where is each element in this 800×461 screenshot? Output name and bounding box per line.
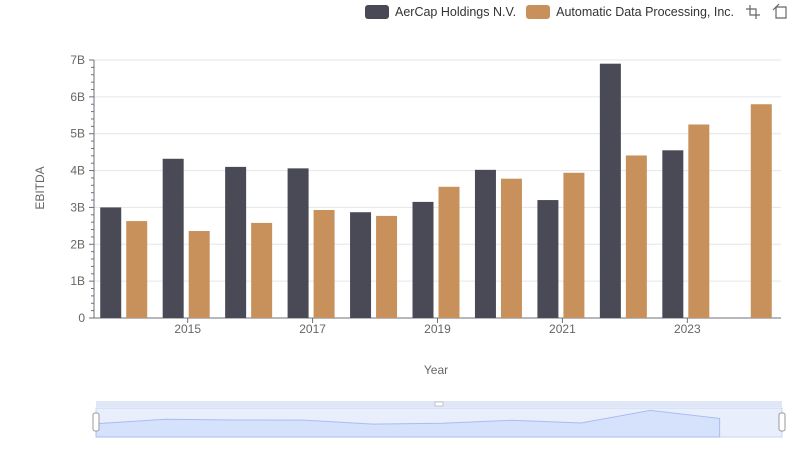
x-tick-label: 2017 xyxy=(299,322,326,336)
y-tick-label: 1B xyxy=(70,274,85,288)
bar-adp-2014 xyxy=(126,221,148,318)
x-tick-label: 2023 xyxy=(674,322,701,336)
bar-aercap-2019 xyxy=(412,201,434,318)
bar-aercap-2022 xyxy=(599,63,621,318)
bar-adp-2020 xyxy=(500,178,522,318)
bar-aercap-2017 xyxy=(287,168,309,318)
y-tick-label: 2B xyxy=(70,237,85,251)
slider-drag-grip xyxy=(434,401,444,407)
legend-label-adp: Automatic Data Processing, Inc. xyxy=(556,5,734,19)
zoom-select-icon[interactable] xyxy=(744,3,762,21)
legend-item-adp[interactable]: Automatic Data Processing, Inc. xyxy=(526,5,734,19)
bar-aercap-2015 xyxy=(162,158,184,318)
legend-item-aercap[interactable]: AerCap Holdings N.V. xyxy=(365,5,516,19)
legend: AerCap Holdings N.V. Automatic Data Proc… xyxy=(365,3,790,21)
data-zoom-slider[interactable] xyxy=(92,401,786,438)
y-tick-label: 5B xyxy=(70,127,85,141)
slider-handle-left xyxy=(92,412,100,432)
x-axis: 2015 2017 2019 2021 2023 xyxy=(94,317,781,336)
bar-adp-2023 xyxy=(688,124,710,318)
legend-swatch-aercap xyxy=(365,5,389,19)
bar-adp-2015 xyxy=(188,231,210,318)
x-axis-label: Year xyxy=(424,363,448,377)
y-tick-label: 4B xyxy=(70,164,85,178)
bar-adp-2018 xyxy=(376,215,398,318)
restore-icon[interactable] xyxy=(772,3,790,21)
slider-handle-right xyxy=(778,412,786,432)
slider-preview-area xyxy=(95,409,721,438)
bar-adp-2024 xyxy=(750,104,772,318)
bar-aercap-2023 xyxy=(662,150,684,318)
bar-aercap-2014 xyxy=(100,207,122,318)
x-tick-label: 2021 xyxy=(549,322,576,336)
bars xyxy=(100,63,772,318)
y-tick-label: 7B xyxy=(70,53,85,67)
bar-adp-2016 xyxy=(251,222,273,318)
x-tick-label: 2019 xyxy=(424,322,451,336)
bar-aercap-2021 xyxy=(537,200,559,318)
x-tick-label: 2015 xyxy=(174,322,201,336)
legend-swatch-adp xyxy=(526,5,551,19)
bar-adp-2019 xyxy=(438,186,460,318)
bar-aercap-2020 xyxy=(474,169,496,318)
bar-adp-2022 xyxy=(625,155,647,318)
y-tick-label: 3B xyxy=(70,200,85,214)
bar-aercap-2016 xyxy=(225,166,247,318)
y-axis: 0 1B 2B 3B 4B 5B 6B 7B xyxy=(70,53,95,325)
y-tick-label: 0 xyxy=(78,311,85,325)
bar-adp-2021 xyxy=(563,172,585,318)
legend-label-aercap: AerCap Holdings N.V. xyxy=(395,5,517,19)
bar-adp-2017 xyxy=(313,210,335,318)
y-axis-label: EBITDA xyxy=(33,166,47,209)
y-tick-label: 6B xyxy=(70,90,85,104)
bar-aercap-2018 xyxy=(350,212,372,318)
